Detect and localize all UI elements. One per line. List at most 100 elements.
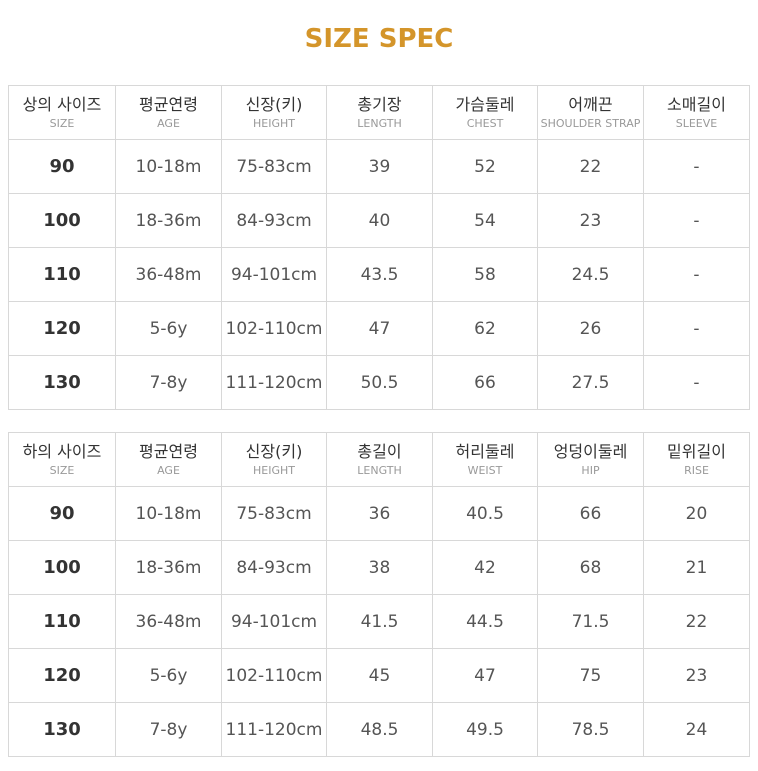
data-cell: 75 — [537, 648, 644, 703]
data-row: 100 18-36m 84-93cm 40 54 23- — [8, 193, 750, 248]
header-sub: SHOULDER STRAP — [540, 117, 641, 130]
header-label: 엉덩이둘레 — [553, 441, 628, 461]
data-row: 100 18-36m 84-93cm 38 42 68 21 — [8, 540, 750, 595]
size-cell: 120 — [8, 648, 116, 703]
data-row: 120 5-6y 102-110cm 45 47 75 23 — [8, 648, 750, 703]
header-label: 총길이 — [357, 441, 402, 461]
size-cell: 100 — [8, 193, 116, 248]
size-cell: 110 — [8, 247, 116, 302]
data-cell: 40.5 — [432, 486, 538, 541]
data-cell: 84-93cm — [221, 540, 327, 595]
data-cell: 68 — [537, 540, 644, 595]
header-cell: 허리둘레 WEIST — [432, 432, 538, 487]
header-label: 신장(키) — [245, 441, 303, 461]
header-cell: 밑위길이 RISE — [643, 432, 750, 487]
data-cell: - — [643, 301, 750, 356]
data-cell: 44.5 — [432, 594, 538, 649]
data-cell: 111-120cm — [221, 355, 327, 410]
data-cell: 41.5 — [326, 594, 433, 649]
data-cell: 23 — [537, 193, 644, 248]
header-sub: SIZE — [49, 464, 75, 477]
data-cell: - — [643, 247, 750, 302]
data-row: 90 10-18m 75-83cm 39 52 22- — [8, 139, 750, 194]
header-cell: 평균연령 AGE — [115, 432, 222, 487]
data-cell: 22 — [643, 594, 750, 649]
header-label: 평균연령 — [139, 441, 198, 461]
data-cell: 26 — [537, 301, 644, 356]
data-cell: 48.5 — [326, 702, 433, 757]
header-sub: HEIGHT — [253, 464, 295, 477]
data-cell: 5-6y — [115, 301, 222, 356]
data-cell: 75-83cm — [221, 486, 327, 541]
data-cell: 22 — [537, 139, 644, 194]
header-cell: 신장(키) HEIGHT — [221, 432, 327, 487]
header-row: 상의 사이즈 SIZE 평균연령 AGE 신장(키) HEIGHT 총기장 LENGTH 가슴둘… — [8, 85, 750, 140]
data-cell: - — [643, 355, 750, 410]
data-cell: 49.5 — [432, 702, 538, 757]
data-cell: 7-8y — [115, 355, 222, 410]
header-sub: HIP — [581, 464, 600, 477]
header-cell: 총길이 LENGTH — [326, 432, 433, 487]
header-cell: 어깨끈 SHOULDER STRAP — [537, 85, 644, 140]
size-cell: 130 — [8, 355, 116, 410]
data-cell: 27.5 — [537, 355, 644, 410]
header-label: 어깨끈 — [568, 94, 613, 114]
data-cell: 38 — [326, 540, 433, 595]
size-table: 하의 사이즈 SIZE 평균연령 AGE 신장(키) HEIGHT 총길이 LENGTH 허리둘… — [8, 432, 750, 757]
header-label: 가슴둘레 — [455, 94, 515, 114]
data-cell: 18-36m — [115, 193, 222, 248]
header-label: 밑위길이 — [667, 441, 726, 461]
size-cell: 130 — [8, 702, 116, 757]
data-cell: 45 — [326, 648, 433, 703]
header-sub: WEIST — [467, 464, 503, 477]
data-row: 130 7-8y 111-120cm 50.5 66 27.5- — [8, 355, 750, 410]
header-sub: HEIGHT — [253, 117, 295, 130]
data-cell: 40 — [326, 193, 433, 248]
size-cell: 90 — [8, 139, 116, 194]
data-row: 90 10-18m 75-83cm 36 40.5 66 20 — [8, 486, 750, 541]
data-cell: - — [643, 139, 750, 194]
data-cell: 47 — [432, 648, 538, 703]
size-cell: 100 — [8, 540, 116, 595]
header-label: 허리둘레 — [455, 441, 515, 461]
data-cell: 58 — [432, 247, 538, 302]
data-cell: - — [643, 193, 750, 248]
page-title: SIZE SPEC — [304, 24, 454, 54]
header-label: 상의 사이즈 — [22, 94, 102, 114]
header-sub: CHEST — [466, 117, 504, 130]
header-sub: SIZE — [49, 117, 75, 130]
header-cell: 평균연령 AGE — [115, 85, 222, 140]
data-row: 110 36-48m 94-101cm 43.5 58 24.5- — [8, 247, 750, 302]
data-cell: 21 — [643, 540, 750, 595]
data-cell: 84-93cm — [221, 193, 327, 248]
data-cell: 66 — [432, 355, 538, 410]
header-sub: RISE — [684, 464, 709, 477]
data-cell: 10-18m — [115, 139, 222, 194]
header-label: 평균연령 — [139, 94, 198, 114]
data-row: 120 5-6y 102-110cm 47 62 26- — [8, 301, 750, 356]
header-cell: 가슴둘레 CHEST — [432, 85, 538, 140]
data-cell: 43.5 — [326, 247, 433, 302]
data-cell: 71.5 — [537, 594, 644, 649]
header-label: 소매길이 — [667, 94, 726, 114]
data-cell: 47 — [326, 301, 433, 356]
data-cell: 102-110cm — [221, 648, 327, 703]
header-sub: AGE — [157, 464, 180, 477]
data-cell: 75-83cm — [221, 139, 327, 194]
data-cell: 102-110cm — [221, 301, 327, 356]
data-cell: 24 — [643, 702, 750, 757]
data-cell: 66 — [537, 486, 644, 541]
data-cell: 42 — [432, 540, 538, 595]
header-label: 신장(키) — [245, 94, 303, 114]
data-row: 130 7-8y 111-120cm 48.5 49.5 78.5 24 — [8, 702, 750, 757]
size-cell: 120 — [8, 301, 116, 356]
header-cell: 소매길이 SLEEVE — [643, 85, 750, 140]
data-cell: 24.5 — [537, 247, 644, 302]
size-cell: 90 — [8, 486, 116, 541]
header-cell: 하의 사이즈 SIZE — [8, 432, 116, 487]
header-row: 하의 사이즈 SIZE 평균연령 AGE 신장(키) HEIGHT 총길이 LENGTH 허리둘… — [8, 432, 750, 487]
header-cell: 엉덩이둘레 HIP — [537, 432, 644, 487]
data-cell: 20 — [643, 486, 750, 541]
data-cell: 36-48m — [115, 247, 222, 302]
data-cell: 18-36m — [115, 540, 222, 595]
